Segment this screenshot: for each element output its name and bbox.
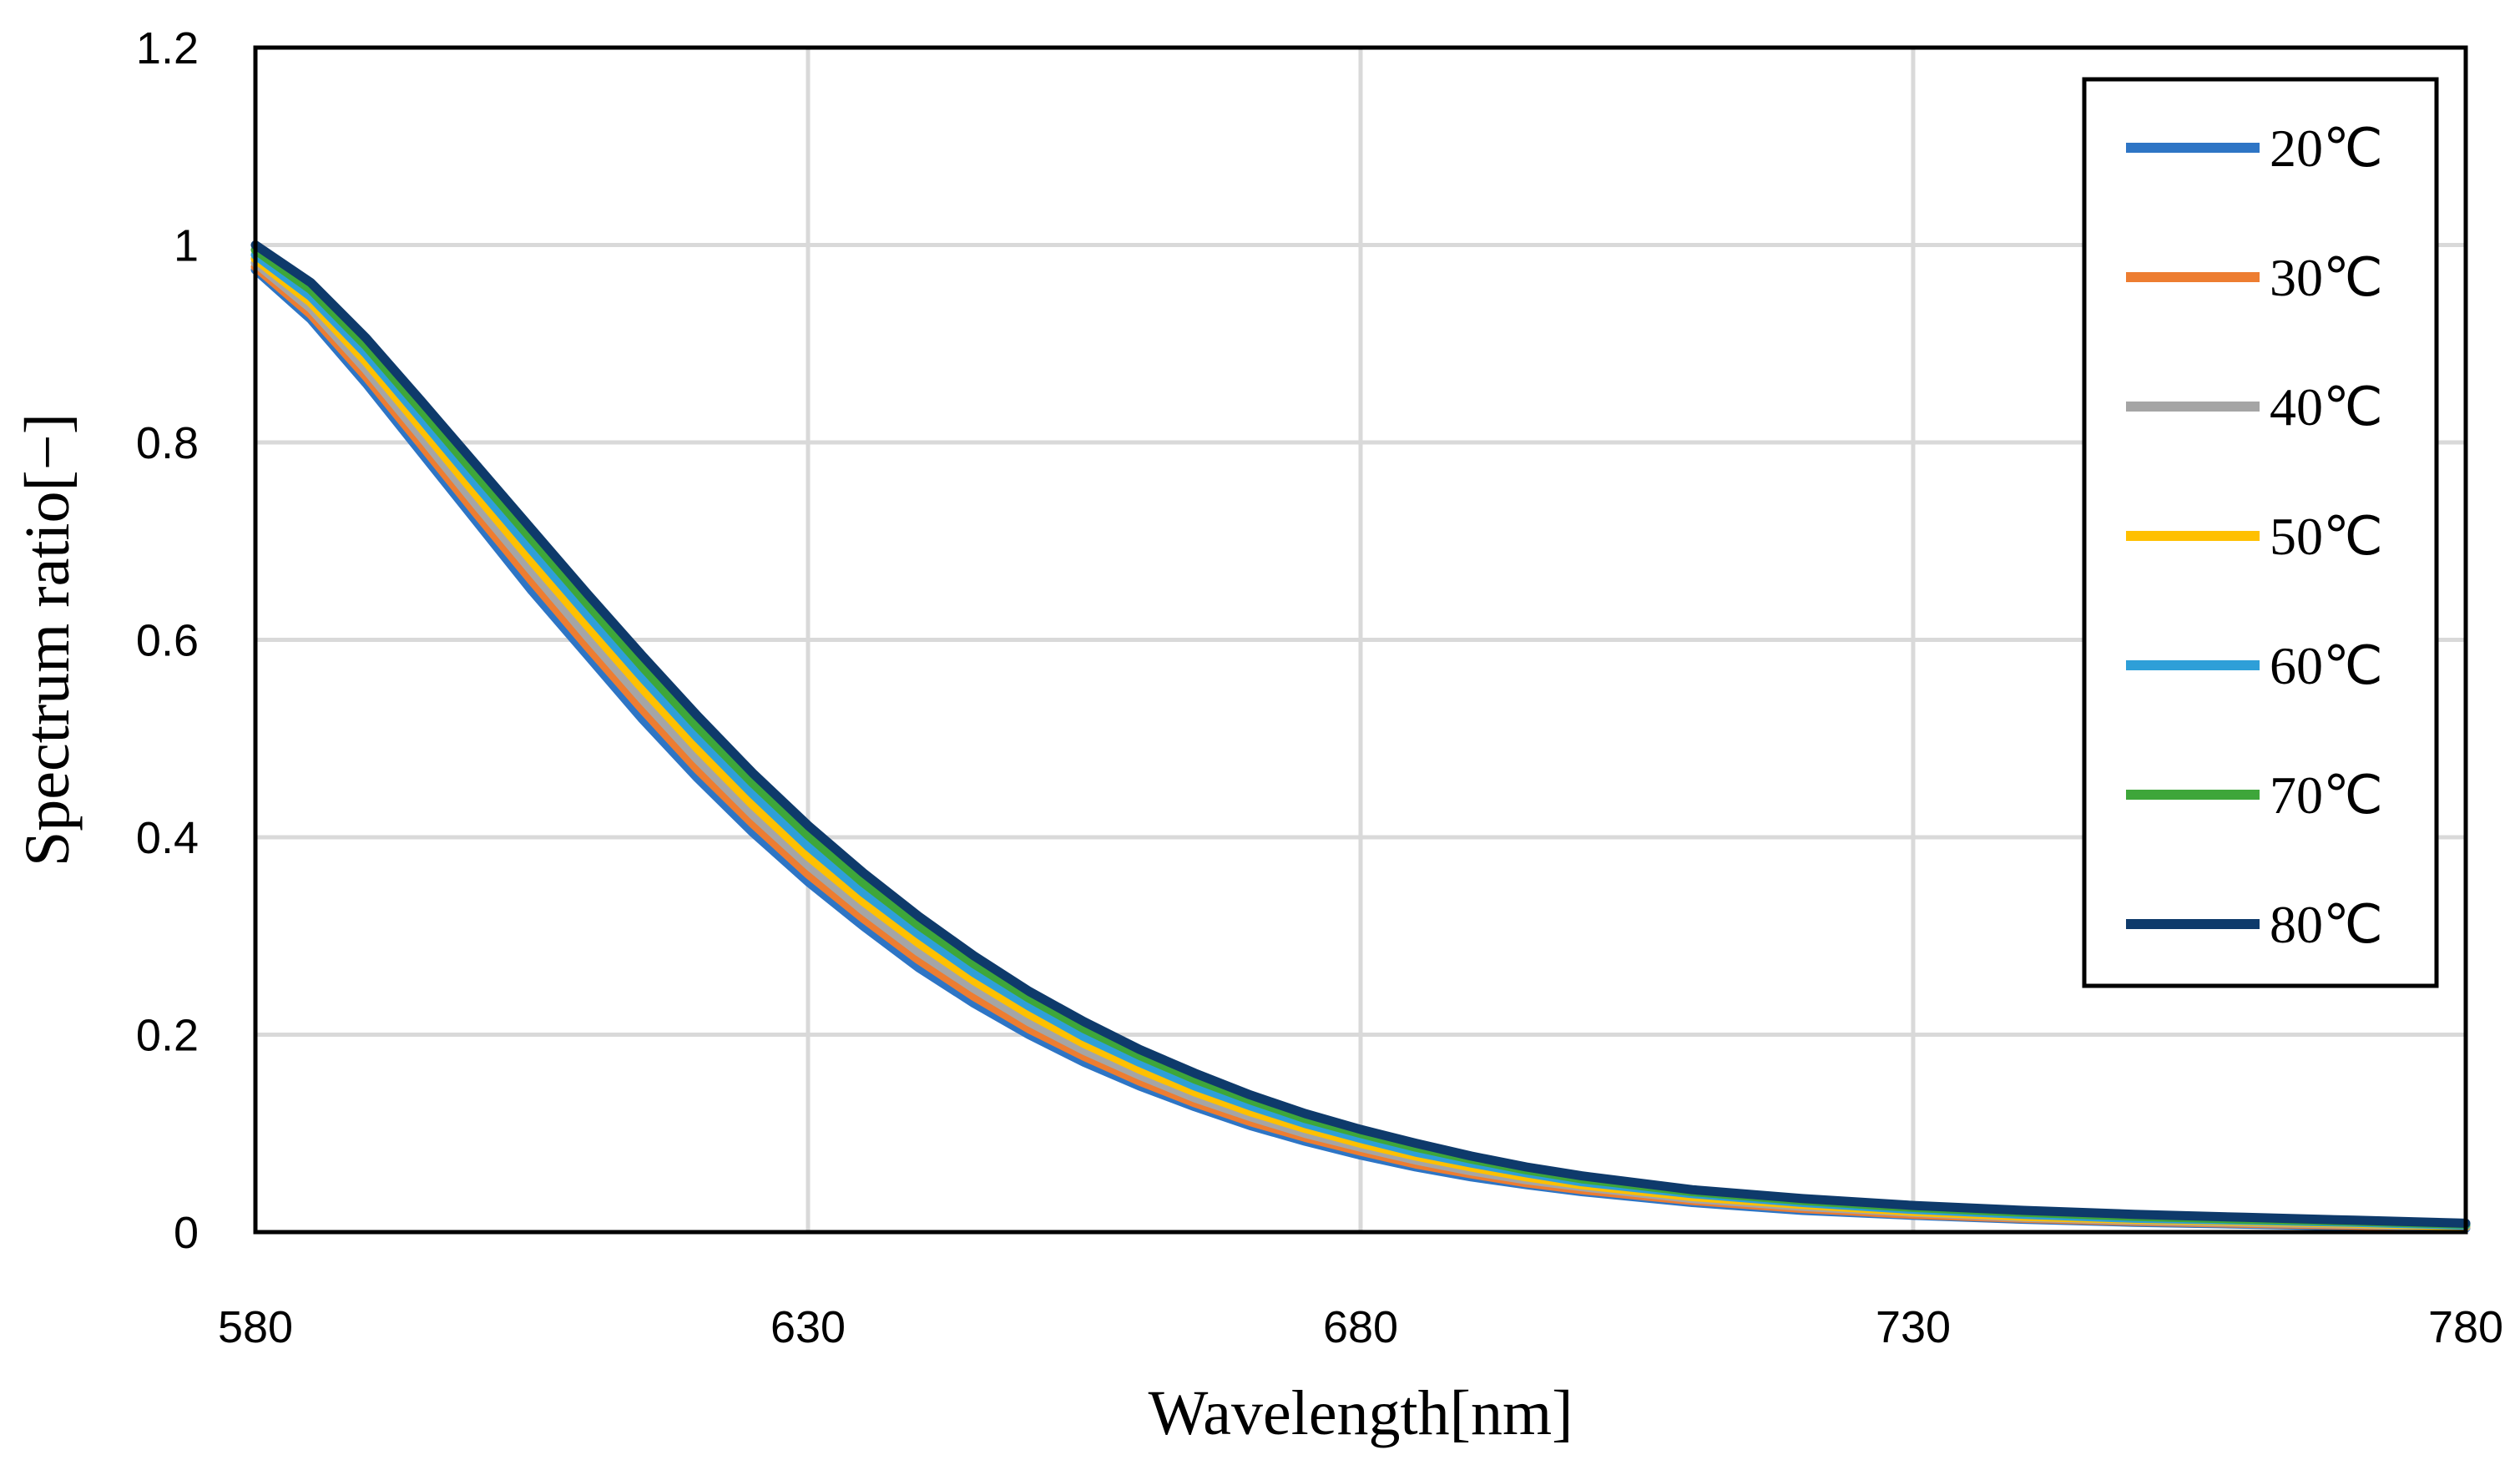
y-tick-label: 0 — [174, 1208, 199, 1258]
x-tick-label: 730 — [1876, 1302, 1951, 1352]
x-tick-label: 780 — [2428, 1302, 2503, 1352]
legend-label: 80℃ — [2270, 895, 2383, 954]
y-tick-label: 1 — [174, 221, 199, 271]
y-tick-label: 0.2 — [136, 1011, 199, 1061]
y-axis-title: Spectrum ratio[−] — [13, 413, 83, 866]
x-axis-title: Wavelength[nm] — [1149, 1378, 1573, 1448]
x-tick-label: 680 — [1323, 1302, 1398, 1352]
y-tick-label: 0.8 — [136, 418, 199, 468]
x-tick-labels: 580 630 680 730 780 — [218, 1302, 2503, 1352]
legend-label: 20℃ — [2270, 119, 2383, 178]
plot-frame — [253, 45, 2468, 1235]
legend-label: 50℃ — [2270, 507, 2383, 566]
series-line-80℃ — [250, 240, 2471, 1228]
y-tick-label: 1.2 — [136, 23, 199, 73]
x-tick-label: 630 — [770, 1302, 846, 1352]
legend-label: 60℃ — [2270, 636, 2383, 695]
x-tick-label: 580 — [218, 1302, 293, 1352]
legend-label: 40℃ — [2270, 377, 2383, 437]
y-tick-labels: 0 0.2 0.4 0.6 0.8 1 1.2 — [136, 23, 199, 1258]
y-tick-label: 0.6 — [136, 616, 199, 666]
legend-label: 30℃ — [2270, 248, 2383, 307]
legend-label: 70℃ — [2270, 765, 2383, 825]
legend: 20℃ 30℃ 40℃ 50℃ 60℃ 70℃ 80℃ — [2082, 77, 2439, 988]
series-lines — [250, 240, 2471, 1233]
y-tick-label: 0.4 — [136, 813, 199, 863]
